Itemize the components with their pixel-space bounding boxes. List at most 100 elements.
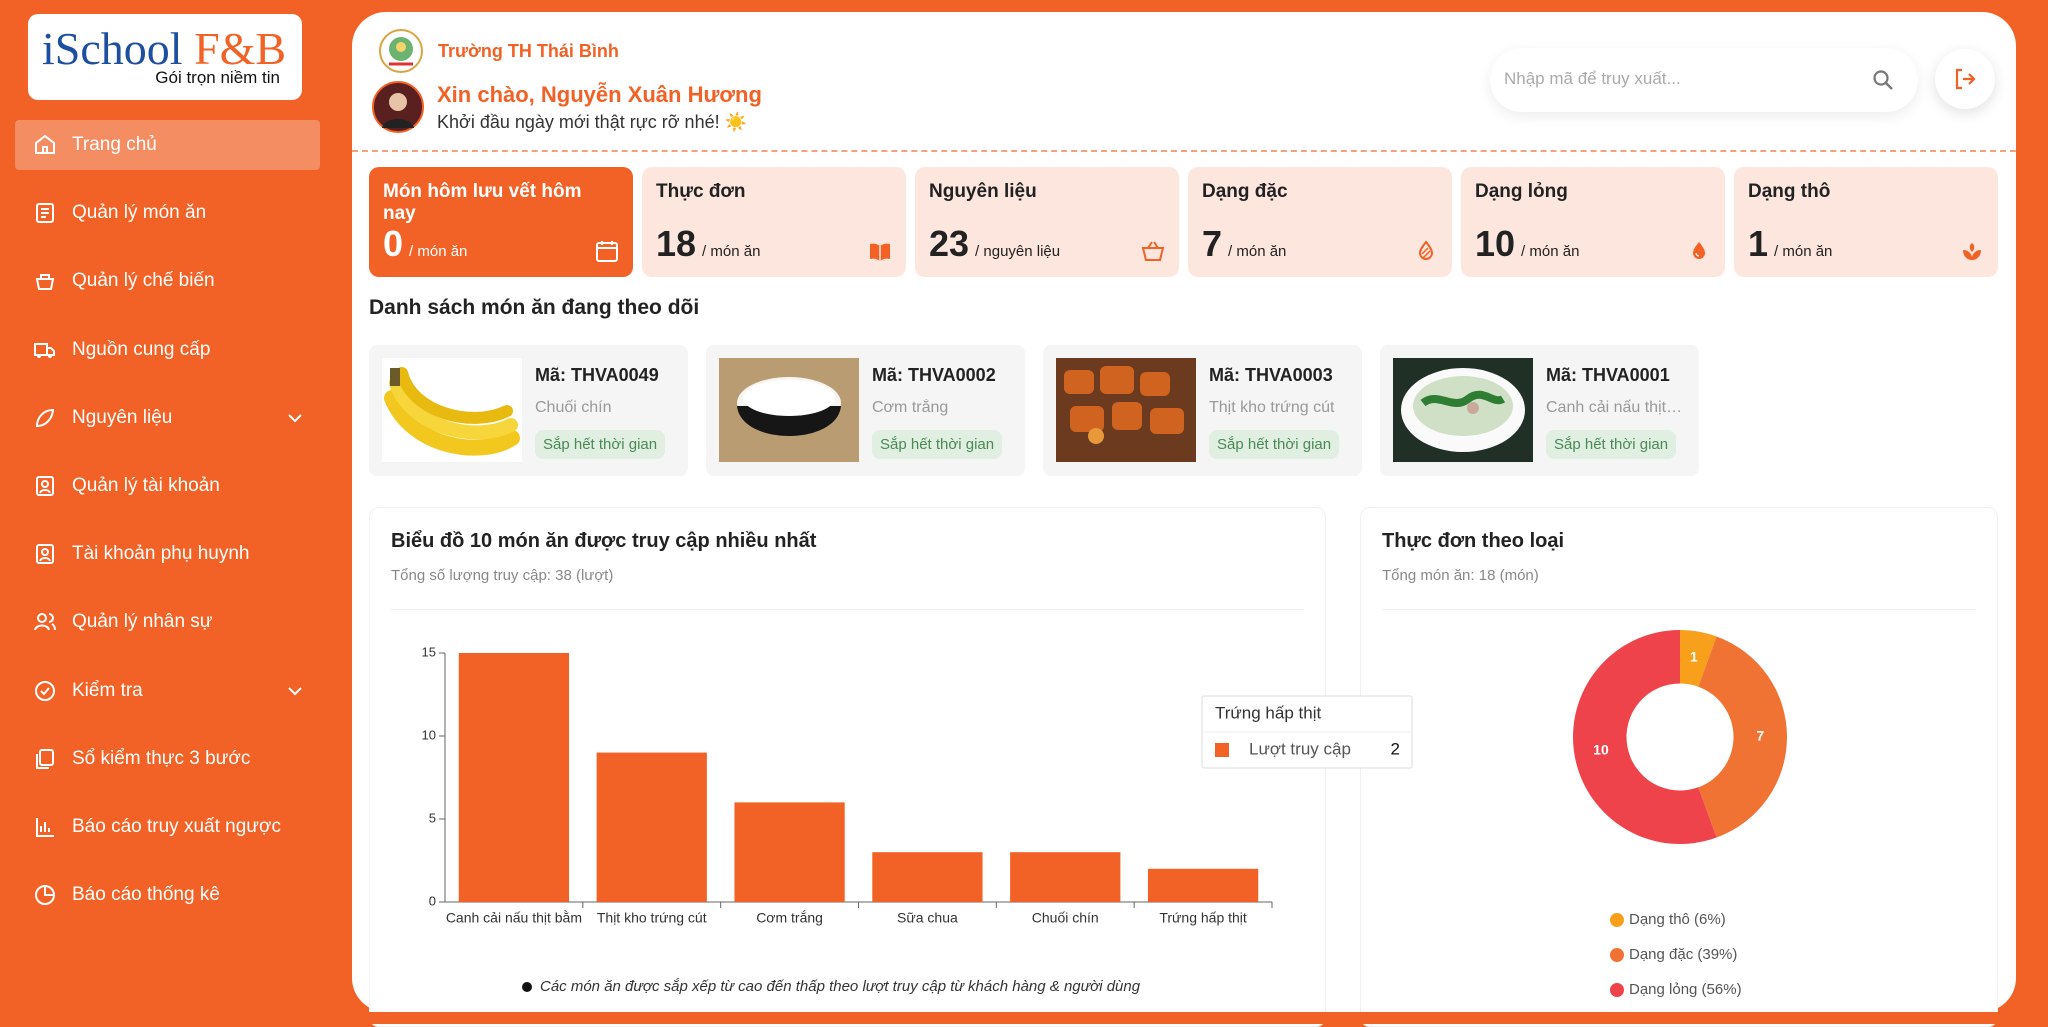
nav-item[interactable]: Sổ kiểm thực 3 bước [15, 734, 320, 784]
logo-tagline: Gói trọn niềm tin [155, 68, 280, 87]
nav-icon [36, 203, 54, 223]
avatar [372, 81, 424, 133]
stat-value: 7 [1202, 223, 1223, 264]
nav-label: Trang chủ [72, 134, 157, 155]
stat-unit: / món ăn [702, 243, 761, 260]
stat-label: Dạng thô [1748, 181, 1831, 202]
stat-card: Dạng lỏng 10 / món ăn [1461, 167, 1725, 277]
nav-label: Quản lý tài khoản [72, 475, 220, 496]
stat-label: Nguyên liệu [929, 181, 1037, 202]
stat-unit: / món ăn [409, 243, 468, 260]
stat-unit: / món ăn [1228, 243, 1287, 260]
stat-icon [1141, 241, 1165, 261]
header-divider [352, 150, 2016, 152]
pie-chart-card: Thực đơn theo loại Tổng món ăn: 18 (món) [1360, 507, 1998, 1027]
food-code: Mã: THVA0049 [535, 365, 659, 385]
food-image [1393, 358, 1533, 462]
logo-text: iSchool F&B [42, 22, 286, 75]
nav-label: Nguyên liệu [72, 407, 173, 428]
food-name: Canh cải nấu thịt bằm [1546, 399, 1686, 416]
nav-icon [35, 134, 55, 154]
nav-item[interactable]: Trang chủ [15, 120, 320, 170]
stat-row: 0 / món ăn [383, 223, 467, 265]
stat-card: Dạng đặc 7 / món ăn [1188, 167, 1452, 277]
school-name: Trường TH Thái Bình [438, 41, 619, 61]
logo-name: iSchool [42, 23, 183, 74]
nav-label: Báo cáo truy xuất ngược [72, 816, 281, 837]
nav-item[interactable]: Quản lý chế biến [15, 256, 320, 306]
nav-label: Tài khoản phụ huynh [72, 543, 250, 564]
chart-subtitle: Tổng món ăn: 18 (món) [1382, 567, 1539, 584]
nav-item[interactable]: Quản lý nhân sự [15, 597, 320, 647]
stat-unit: / nguyên liệu [975, 243, 1061, 260]
status-badge: Sắp hết thời gian [1209, 430, 1340, 459]
stat-card: Nguyên liệu 23 / nguyên liệu [915, 167, 1179, 277]
nav-icon [36, 544, 54, 564]
logo-suffix: F&B [194, 23, 287, 74]
nav-item[interactable]: Kiểm tra [15, 666, 320, 716]
stat-card: Dạng thô 1 / món ăn [1734, 167, 1998, 277]
food-code: Mã: THVA0001 [1546, 365, 1670, 385]
school-logo [379, 29, 423, 73]
food-code: Mã: THVA0003 [1209, 365, 1333, 385]
nav-icon [36, 818, 54, 837]
search-box[interactable]: Nhập mã để truy xuất... [1490, 48, 1918, 112]
nav-item[interactable]: Báo cáo truy xuất ngược [15, 802, 320, 852]
nav-label: Nguồn cung cấp [72, 339, 211, 360]
food-name: Thịt kho trứng cút [1209, 399, 1335, 416]
nav-item[interactable]: Quản lý tài khoản [15, 461, 320, 511]
stat-row: 1 / món ăn [1748, 223, 1832, 265]
stat-row: 10 / món ăn [1475, 223, 1579, 265]
greeting: Xin chào, Nguyễn Xuân Hương [437, 82, 762, 107]
stat-label: Dạng lỏng [1475, 181, 1568, 202]
logout-button[interactable] [1935, 49, 1995, 109]
stat-value: 18 [656, 223, 697, 264]
nav-label: Báo cáo thống kê [72, 884, 220, 905]
search-icon[interactable] [1872, 69, 1894, 91]
food-card[interactable]: Mã: THVA0049 Chuối chín Sắp hết thời gian [369, 345, 688, 476]
separator [391, 609, 1304, 610]
stat-value: 10 [1475, 223, 1516, 264]
food-card[interactable]: Mã: THVA0002 Cơm trắng Sắp hết thời gian [706, 345, 1025, 476]
food-card[interactable]: Mã: THVA0003 Thịt kho trứng cút Sắp hết th… [1043, 345, 1362, 476]
food-code: Mã: THVA0002 [872, 365, 996, 385]
stat-card: Món hôm lưu vết hôm nay 0 / món ăn [369, 167, 633, 277]
nav-icon [36, 476, 54, 496]
greeting-subtitle: Khởi đầu ngày mới thật rực rỡ nhé! ☀️ [437, 112, 747, 132]
nav-icon [36, 749, 54, 769]
food-image [382, 358, 522, 462]
nav-item[interactable]: Báo cáo thống kê [15, 870, 320, 920]
nav-icon [34, 343, 55, 358]
chart-subtitle: Tổng số lượng truy cập: 38 (lượt) [391, 567, 614, 584]
section-title: Danh sách món ăn đang theo dõi [369, 296, 700, 319]
nav-icon [35, 408, 55, 428]
stat-label: Dạng đặc [1202, 181, 1288, 202]
bottom-frame [0, 1012, 2048, 1024]
stat-icon [596, 241, 618, 262]
nav-item[interactable]: Quản lý món ăn [15, 188, 320, 238]
logo[interactable]: iSchool F&B Gói trọn niềm tin [28, 14, 302, 100]
nav-label: Quản lý món ăn [72, 202, 207, 223]
stat-icon [1418, 240, 1434, 260]
food-name: Cơm trắng [872, 399, 949, 416]
food-image [719, 358, 859, 462]
nav-icon [35, 885, 55, 905]
chart-title: Thực đơn theo loại [1382, 530, 1565, 552]
nav-item[interactable]: Nguyên liệu [15, 393, 320, 443]
nav-item[interactable]: Tài khoản phụ huynh [15, 529, 320, 579]
food-card[interactable]: Mã: THVA0001 Canh cải nấu thịt bằm Sắp hết… [1380, 345, 1699, 476]
nav-label: Quản lý chế biến [72, 270, 215, 291]
chart-title: Biểu đồ 10 món ăn được truy cập nhiều nh… [391, 530, 817, 552]
logout-icon [1955, 68, 1976, 90]
stat-icon [870, 243, 890, 261]
stat-card: Thực đơn 18 / món ăn [642, 167, 906, 277]
nav-item[interactable]: Nguồn cung cấp [15, 325, 320, 375]
bar-chart-card: Biểu đồ 10 món ăn được truy cập nhiều nh… [369, 507, 1326, 1027]
status-badge: Sắp hết thời gian [535, 430, 666, 459]
stat-row: 7 / món ăn [1202, 223, 1286, 265]
status-badge: Sắp hết thời gian [872, 430, 1003, 459]
nav-label: Kiểm tra [72, 680, 143, 701]
search-placeholder: Nhập mã để truy xuất... [1504, 69, 1681, 88]
nav-icon [34, 613, 56, 631]
